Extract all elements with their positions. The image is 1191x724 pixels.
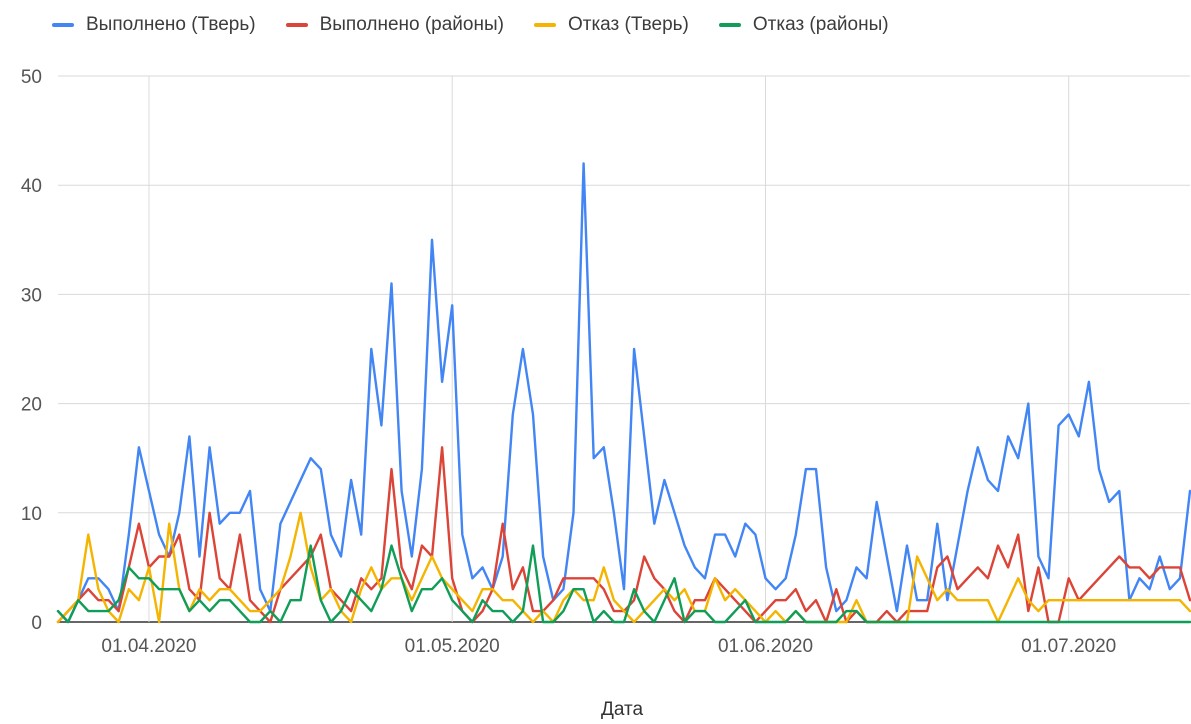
legend-swatch bbox=[52, 23, 74, 27]
x-axis-title: Дата bbox=[601, 699, 644, 720]
y-axis-ticks: 0 10 20 30 40 50 bbox=[21, 67, 42, 634]
x-tick-label: 01.05.2020 bbox=[405, 636, 500, 657]
y-tick-label: 30 bbox=[21, 285, 42, 306]
grid-lines bbox=[58, 75, 1190, 623]
legend-item[interactable]: Выполнено (Тверь) bbox=[52, 14, 256, 36]
legend-label: Выполнено (районы) bbox=[319, 14, 504, 35]
y-tick-label: 0 bbox=[31, 613, 42, 634]
series-line-3 bbox=[56, 511, 1191, 624]
legend-swatch bbox=[718, 23, 741, 27]
y-tick-label: 20 bbox=[21, 395, 42, 416]
legend-item[interactable]: Отказ (районы) bbox=[718, 14, 889, 36]
series-line-4 bbox=[56, 544, 1191, 624]
y-tick-label: 40 bbox=[21, 176, 42, 197]
legend-label: Выполнено (Тверь) bbox=[86, 14, 256, 35]
chart-legend: Выполнено (Тверь) Выполнено (районы) Отказ… bbox=[52, 10, 919, 40]
series-line-1 bbox=[56, 162, 1191, 624]
y-tick-label: 50 bbox=[21, 67, 42, 88]
x-tick-label: 01.04.2020 bbox=[101, 636, 196, 657]
x-tick-label: 01.06.2020 bbox=[718, 636, 813, 657]
legend-swatch bbox=[285, 23, 308, 27]
series-lines bbox=[56, 162, 1191, 624]
legend-item[interactable]: Отказ (Тверь) bbox=[533, 14, 689, 36]
legend-item[interactable]: Выполнено (районы) bbox=[285, 14, 504, 36]
y-tick-label: 10 bbox=[21, 504, 42, 525]
x-tick-label: 01.07.2020 bbox=[1021, 636, 1116, 657]
series-line-2 bbox=[56, 446, 1191, 624]
x-axis-ticks: 01.04.2020 01.05.2020 01.06.2020 01.07.2020 bbox=[101, 636, 1116, 657]
legend-label: Отказ (Тверь) bbox=[567, 14, 689, 35]
legend-label: Отказ (районы) bbox=[752, 14, 889, 35]
legend-swatch bbox=[533, 23, 556, 27]
